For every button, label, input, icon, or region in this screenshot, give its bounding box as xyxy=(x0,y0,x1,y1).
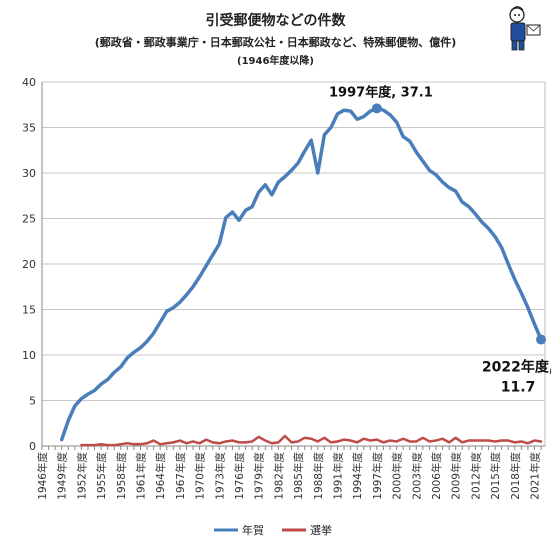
x-tick-label: 2003年度 xyxy=(410,452,423,500)
x-tick-label: 2012年度 xyxy=(469,452,482,500)
chart-note: (1946年度以降) xyxy=(237,56,314,67)
data-point-peak xyxy=(371,103,382,114)
x-tick-label: 1991年度 xyxy=(331,452,344,500)
data-point-latest xyxy=(536,334,547,345)
annotation-latest-line2: 11.7 xyxy=(501,380,536,396)
y-tick-label: 40 xyxy=(22,76,36,89)
y-tick-label: 15 xyxy=(22,304,36,317)
x-tick-label: 1946年度 xyxy=(36,452,49,500)
x-tick-label: 1994年度 xyxy=(351,452,364,500)
x-tick-label: 1952年度 xyxy=(75,452,88,500)
annotation-latest-line1: 2022年度, xyxy=(482,359,551,376)
x-tick-label: 2006年度 xyxy=(430,452,443,500)
y-tick-label: 30 xyxy=(22,167,36,180)
series-line-senkyo xyxy=(80,434,543,447)
chart-subtitle: (郵政省・郵政事業庁・日本郵政公社・日本郵政など、特殊郵便物、億件) xyxy=(94,36,457,49)
x-tick-label: 2009年度 xyxy=(450,452,463,500)
x-tick-label: 1985年度 xyxy=(292,452,305,500)
x-tick-label: 1967年度 xyxy=(174,452,187,500)
x-tick-label: 1973年度 xyxy=(213,452,226,500)
y-tick-label: 10 xyxy=(22,349,36,362)
x-tick-label: 1976年度 xyxy=(233,452,246,500)
x-tick-label: 1970年度 xyxy=(194,452,207,500)
y-tick-label: 5 xyxy=(29,395,36,408)
x-tick-label: 1997年度 xyxy=(371,452,384,500)
x-tick-label: 1979年度 xyxy=(253,452,266,500)
x-tick-label: 1988年度 xyxy=(312,452,325,500)
legend-label: 年賀 xyxy=(242,523,264,537)
y-tick-label: 35 xyxy=(22,122,36,135)
x-tick-label: 2021年度 xyxy=(528,452,541,500)
x-tick-label: 2015年度 xyxy=(489,452,502,500)
x-tick-label: 1961年度 xyxy=(134,452,147,500)
x-tick-label: 2000年度 xyxy=(391,452,404,500)
series-line-nenga xyxy=(59,106,543,442)
chart-title: 引受郵便物などの件数 xyxy=(205,13,346,29)
mascot-icon xyxy=(509,6,541,51)
x-tick-label: 1964年度 xyxy=(154,452,167,500)
x-tick-label: 2018年度 xyxy=(509,452,522,500)
y-tick-label: 0 xyxy=(29,440,36,453)
x-tick-label: 1982年度 xyxy=(272,452,285,500)
x-tick-label: 1949年度 xyxy=(56,452,69,500)
x-tick-label: 1958年度 xyxy=(115,452,128,500)
legend-label: 選挙 xyxy=(310,524,332,537)
x-tick-label: 1955年度 xyxy=(95,452,108,500)
y-tick-label: 20 xyxy=(22,258,36,271)
annotation-peak: 1997年度, 37.1 xyxy=(329,84,433,100)
y-tick-label: 25 xyxy=(22,213,36,226)
